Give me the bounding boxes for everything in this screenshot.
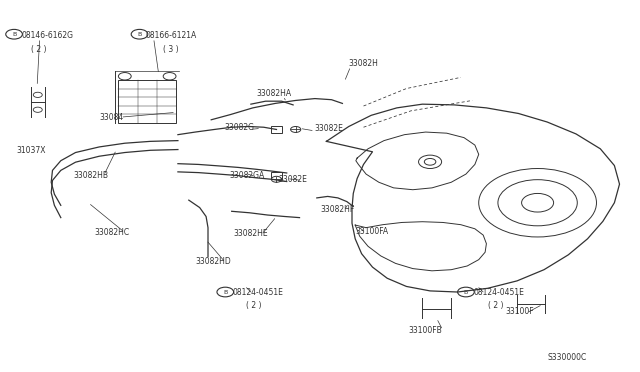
Text: 33082HF: 33082HF bbox=[320, 205, 355, 214]
Text: 33100FA: 33100FA bbox=[355, 227, 388, 236]
Text: 33100FB: 33100FB bbox=[408, 326, 442, 335]
Text: S330000C: S330000C bbox=[547, 353, 586, 362]
Text: ( 2 ): ( 2 ) bbox=[246, 301, 262, 310]
Text: 33082H: 33082H bbox=[349, 60, 379, 68]
Text: ( 3 ): ( 3 ) bbox=[163, 45, 179, 54]
Text: 33082HC: 33082HC bbox=[95, 228, 130, 237]
Text: 33082GA: 33082GA bbox=[229, 171, 264, 180]
Text: ( 2 ): ( 2 ) bbox=[488, 301, 503, 310]
Text: 33084: 33084 bbox=[99, 113, 124, 122]
Text: 33082HD: 33082HD bbox=[195, 257, 231, 266]
Bar bbox=[271, 126, 282, 133]
Circle shape bbox=[291, 126, 301, 132]
Text: 33082E: 33082E bbox=[315, 124, 344, 133]
Text: B: B bbox=[138, 32, 141, 37]
Text: 33082HE: 33082HE bbox=[234, 229, 268, 238]
Text: 33100F: 33100F bbox=[506, 307, 534, 316]
Text: 33082HA: 33082HA bbox=[256, 89, 291, 98]
Bar bbox=[271, 172, 282, 179]
Text: 33082HB: 33082HB bbox=[74, 171, 109, 180]
Text: 08124-0451E: 08124-0451E bbox=[474, 288, 524, 296]
Text: ( 2 ): ( 2 ) bbox=[31, 45, 46, 54]
Text: B: B bbox=[464, 289, 468, 295]
Text: 08124-0451E: 08124-0451E bbox=[232, 288, 283, 296]
Text: 33082G: 33082G bbox=[224, 123, 254, 132]
Text: 31037X: 31037X bbox=[16, 146, 45, 155]
Text: B: B bbox=[12, 32, 16, 37]
Circle shape bbox=[271, 176, 282, 182]
Text: 08166-6121A: 08166-6121A bbox=[146, 31, 197, 40]
Text: B: B bbox=[223, 289, 227, 295]
Text: 08146-6162G: 08146-6162G bbox=[22, 31, 74, 40]
Bar bbox=[118, 80, 176, 123]
Text: 33082E: 33082E bbox=[278, 175, 307, 184]
